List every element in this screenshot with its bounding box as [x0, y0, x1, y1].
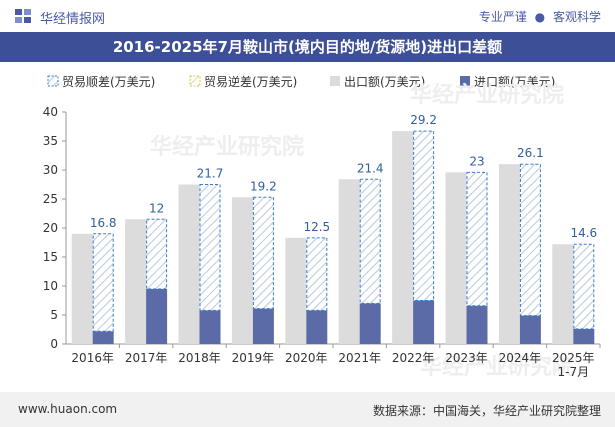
legend-swatch: [189, 75, 201, 87]
surplus-bar: [146, 218, 168, 290]
y-tick-label: 30: [43, 163, 58, 177]
import-bar: [306, 310, 328, 344]
data-source: 数据来源：中国海关，华经产业研究院整理: [372, 404, 601, 418]
surplus-bar: [306, 237, 328, 311]
legend-label: 出口额(万美元): [344, 75, 425, 89]
legend-swatch: [330, 76, 340, 86]
y-tick-label: 15: [43, 250, 58, 264]
export-bar: [71, 233, 93, 344]
legend-swatch: [460, 76, 470, 86]
brand-name: 华经情报网: [40, 12, 106, 27]
slogan-right: 客观科学: [552, 10, 601, 24]
x-tick-label: 2016年: [71, 351, 114, 365]
title-bar: 2016-2025年7月鞍山市(境内目的地/货源地)进出口差额: [0, 32, 615, 62]
export-bar: [392, 131, 414, 344]
surplus-bar: [573, 243, 595, 330]
legend-label: 贸易逆差(万美元): [204, 74, 297, 89]
surplus-bar: [519, 163, 541, 317]
export-bar: [285, 237, 307, 344]
surplus-bar: [359, 178, 381, 304]
footer: www.huaon.com 数据来源：中国海关，华经产业研究院整理: [0, 392, 615, 427]
import-bar: [92, 331, 114, 344]
surplus-bar: [413, 130, 435, 301]
legend-swatch: [47, 75, 59, 87]
legend-label: 贸易顺差(万美元): [62, 75, 155, 89]
import-bar: [359, 303, 381, 344]
surplus-bar: [252, 196, 274, 310]
y-tick-label: 40: [43, 105, 58, 119]
x-tick-label: 2020年: [285, 351, 328, 365]
legend-label: 进口额(万美元): [474, 75, 555, 89]
import-bar: [519, 315, 541, 344]
y-tick-label: 35: [43, 134, 58, 148]
watermark-2: 华经产业研究院: [410, 82, 564, 108]
y-tick-label: 20: [43, 221, 58, 235]
x-tick-label: 2018年: [178, 351, 221, 365]
chart-title: 2016-2025年7月鞍山市(境内目的地/货源地)进出口差额: [112, 38, 503, 56]
surplus-data-label: 23: [469, 154, 484, 168]
y-tick-label: 0: [50, 337, 58, 351]
surplus-data-label: 12: [149, 201, 164, 215]
surplus-data-label: 26.1: [517, 146, 544, 160]
x-tick-label: 2021年: [338, 351, 381, 365]
surplus-data-label: 12.5: [303, 220, 330, 234]
import-bar: [252, 308, 274, 344]
huajing-logo-icon: [15, 9, 31, 23]
surplus-bar: [92, 233, 114, 332]
export-bar: [552, 244, 574, 344]
surplus-data-label: 19.2: [250, 179, 277, 193]
x-tick-label: 2023年: [445, 351, 488, 365]
x-tick-label: 1-7月: [557, 365, 589, 379]
slogan: 专业严谨 ● 客观科学: [479, 8, 601, 25]
import-bar: [413, 300, 435, 344]
import-bar: [573, 328, 595, 344]
surplus-bar: [466, 171, 488, 307]
export-bar: [498, 164, 520, 344]
y-tick-label: 10: [43, 279, 58, 293]
x-tick-label: 2022年: [392, 351, 435, 365]
slogan-separator: ●: [534, 10, 546, 24]
website-link[interactable]: www.huaon.com: [18, 402, 118, 416]
surplus-data-label: 21.7: [197, 167, 224, 181]
chart: 贸易顺差(万美元) 贸易逆差(万美元) 出口额(万美元) 进口额(万美元) 华经产业研…: [43, 74, 601, 380]
x-tick-label: 2025年: [552, 351, 595, 365]
surplus-data-label: 21.4: [357, 161, 384, 175]
import-bar: [199, 310, 221, 344]
x-tick-label: 2024年: [499, 351, 542, 365]
export-bar: [231, 197, 253, 344]
surplus-data-label: 14.6: [570, 226, 597, 240]
slogan-left: 专业严谨: [478, 10, 527, 24]
surplus-bar: [199, 184, 221, 311]
legend: 贸易顺差(万美元) 贸易逆差(万美元) 出口额(万美元) 进口额(万美元): [47, 74, 555, 89]
x-tick-label: 2017年: [125, 351, 168, 365]
y-tick-label: 25: [43, 192, 58, 206]
export-bar: [178, 184, 200, 344]
import-bar: [466, 305, 488, 344]
watermark-3: 华经产业研究院: [420, 354, 574, 380]
bars: [71, 130, 595, 344]
export-bar: [125, 219, 147, 344]
y-tick-label: 5: [50, 308, 58, 322]
data-labels: 16.8 12 21.7 19.2 12.5 21.4 29.2 23 26.1 14.6: [90, 113, 597, 240]
watermark: 华经产业研究院: [150, 134, 304, 160]
x-tick-label: 2019年: [232, 351, 275, 365]
export-bar: [445, 172, 467, 344]
top-bar: 华经情报网 专业严谨 ● 客观科学: [0, 0, 615, 32]
export-bar: [338, 179, 360, 344]
surplus-data-label: 16.8: [90, 216, 117, 230]
surplus-data-label: 29.2: [410, 113, 437, 127]
import-bar: [146, 288, 168, 344]
